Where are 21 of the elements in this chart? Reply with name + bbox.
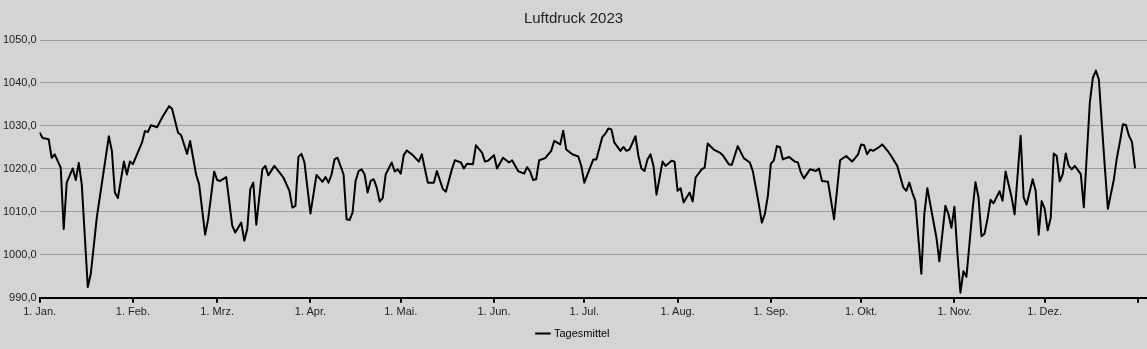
- y-tick-label: 1050,0: [2, 33, 37, 46]
- x-tick-label: 1. Aug.: [660, 305, 695, 318]
- x-tick-label: 1. Apr.: [294, 305, 327, 318]
- chart-title: Luftdruck 2023: [523, 9, 624, 27]
- y-tick-label: 1000,0: [2, 247, 37, 260]
- x-tick-label: 1. Sep.: [753, 305, 789, 318]
- x-tick-label: 1. Mai.: [384, 305, 418, 318]
- x-tick-label: 1. Dez.: [1027, 305, 1063, 318]
- x-tick-label: 1. Okt.: [844, 305, 878, 318]
- y-tick-label: 1010,0: [2, 204, 37, 217]
- x-tick-label: 1. Jul.: [569, 305, 599, 318]
- y-tick-label: 990,0: [9, 290, 37, 303]
- x-tick-label: 1. Jun.: [477, 305, 511, 318]
- legend-label: Tagesmittel: [553, 326, 610, 339]
- y-tick-label: 1030,0: [2, 118, 37, 131]
- x-tick-label: 1. Jan.: [23, 305, 57, 318]
- x-tick-label: 1. Feb.: [115, 305, 151, 318]
- y-tick-label: 1020,0: [2, 161, 37, 174]
- x-tick-label: 1. Mrz.: [200, 305, 234, 318]
- x-tick-label: 1. Nov.: [937, 305, 972, 318]
- y-tick-label: 1040,0: [2, 76, 37, 88]
